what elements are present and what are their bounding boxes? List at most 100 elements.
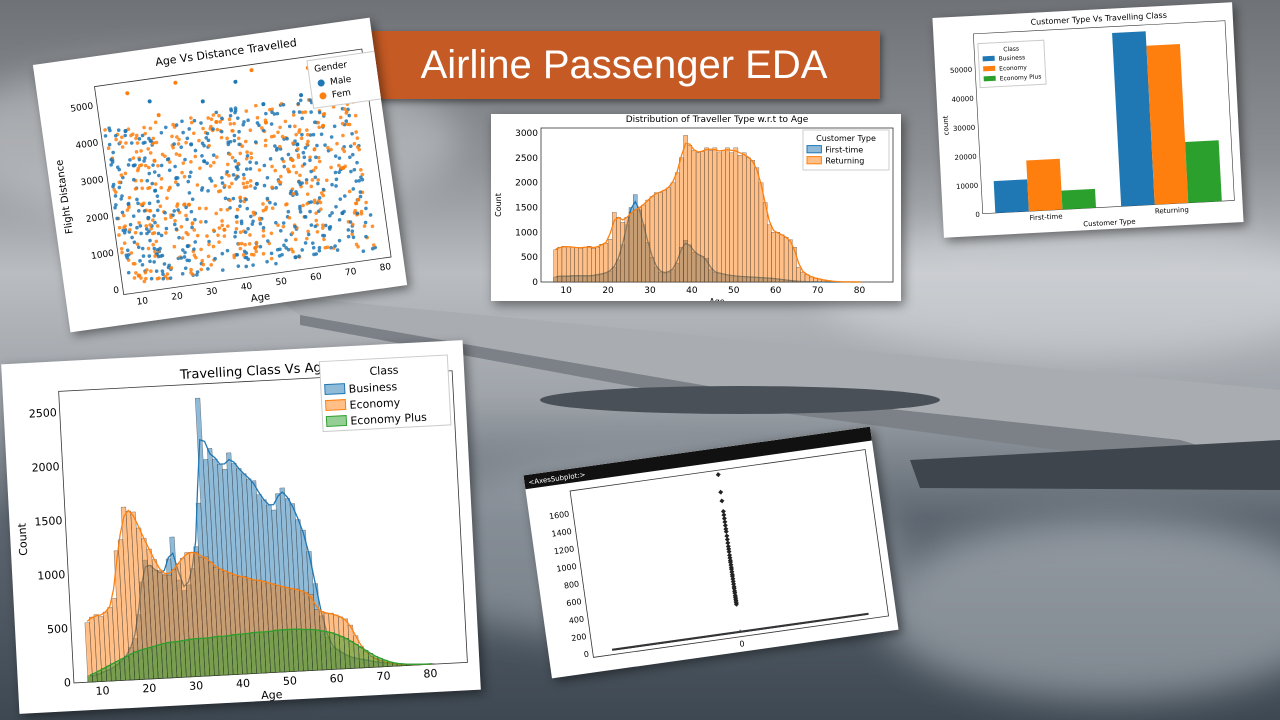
legend-box: [318, 354, 452, 433]
scatter-point: [167, 168, 172, 173]
legend-title: Class: [1003, 46, 1019, 54]
scatter-point-male: [189, 142, 194, 147]
x-tick-label: 70: [376, 669, 391, 683]
scatter-point: [126, 253, 131, 257]
scatter-point: [270, 206, 275, 210]
scatter-point: [235, 207, 240, 212]
scatter-point: [172, 142, 176, 146]
y-tick-label: 0: [975, 211, 980, 219]
scatter-point: [306, 139, 310, 144]
x-tick-label: 20: [602, 286, 614, 296]
scatter-point: [317, 248, 322, 253]
bar-economy-plus: [1185, 140, 1222, 203]
scatter-point: [301, 150, 306, 155]
scatter-point: [213, 256, 217, 261]
histogram-bar-returning: [578, 248, 584, 283]
scatter-point: [304, 178, 309, 182]
x-tick-label: 0: [739, 639, 745, 649]
scatter-point: [177, 137, 181, 142]
histogram-bar-returning: [800, 271, 806, 283]
scatter-point: [193, 148, 198, 153]
scatter-point: [246, 118, 250, 123]
scatter-point: [308, 158, 312, 163]
outlier-point: [724, 536, 730, 542]
scatter-point: [308, 133, 313, 137]
scatter-point-female: [356, 197, 361, 202]
scatter-point: [297, 180, 301, 184]
scatter-point: [205, 131, 210, 136]
scatter-point: [139, 149, 143, 153]
scatter-point: [262, 163, 267, 168]
scatter-point: [253, 140, 258, 144]
scatter-point: [285, 136, 289, 141]
scatter-point: [301, 203, 305, 208]
scatter-point: [294, 170, 299, 175]
scatter-point: [159, 163, 164, 168]
scatter-point: [273, 144, 277, 148]
histogram-bar-returning: [783, 237, 789, 283]
legend-label: First-time: [825, 145, 863, 154]
scatter-point: [358, 190, 363, 194]
histogram-bar-returning: [691, 150, 697, 283]
scatter-point: [275, 111, 280, 116]
scatter-point: [209, 117, 214, 122]
histogram-bar-returning: [670, 182, 676, 283]
scatter-point: [308, 98, 312, 102]
scatter-point: [308, 155, 312, 160]
scatter-point: [275, 247, 280, 252]
scatter-point: [241, 253, 246, 257]
scatter-point: [120, 210, 125, 215]
scatter-point: [217, 240, 221, 244]
scatter-point: [294, 190, 298, 194]
scatter-point: [236, 161, 240, 166]
histogram-bar-returning: [737, 155, 743, 283]
scatter-point: [348, 144, 353, 149]
x-axis-label: Age: [250, 291, 271, 305]
scatter-point: [328, 213, 332, 218]
scatter-point: [250, 222, 255, 226]
legend-box: [977, 39, 1047, 89]
scatter-point: [261, 234, 266, 238]
scatter-point: [125, 248, 130, 253]
scatter-point: [281, 224, 286, 229]
y-tick-label: 800: [563, 580, 579, 591]
histogram-bar-returning: [758, 182, 764, 283]
scatter-point: [322, 112, 327, 116]
scatter-point: [303, 215, 307, 219]
scatter-point: [238, 199, 243, 203]
scatter-point: [341, 133, 345, 138]
scatter-point: [348, 220, 353, 224]
scatter-point: [235, 253, 239, 257]
scatter-point: [364, 234, 368, 239]
chart-card-class-age: Travelling Class Vs Age 10 20 30 40 50 60 70 80 0…: [1, 340, 481, 714]
histogram-bar-returning: [633, 209, 638, 283]
scatter-point: [231, 173, 236, 177]
scatter-point: [161, 276, 166, 281]
scatter-point: [205, 234, 209, 238]
scatter-point: [314, 218, 319, 223]
y-tick-label: 1000: [515, 228, 538, 238]
scatter-point: [144, 276, 148, 281]
scatter-point: [134, 136, 138, 141]
scatter-point-male: [233, 79, 238, 84]
scatter-point: [303, 241, 308, 245]
scatter-point: [192, 131, 196, 136]
legend-swatch-returning: [806, 156, 822, 165]
scatter-point: [173, 218, 177, 223]
scatter-point: [148, 259, 152, 264]
scatter-point: [353, 208, 357, 213]
scatter-point: [198, 166, 202, 171]
scatter-point: [193, 217, 197, 222]
scatter-point: [274, 220, 278, 225]
scatter-point: [298, 204, 302, 209]
scatter-point: [281, 221, 286, 225]
scatter-point: [261, 252, 266, 256]
scatter-point: [234, 165, 239, 169]
scatter-point: [117, 225, 122, 230]
scatter-point: [173, 180, 178, 185]
scatter-point: [147, 171, 152, 176]
scatter-point: [209, 124, 213, 129]
scatter-point: [334, 184, 338, 188]
scatter-point: [265, 196, 270, 201]
outlier-point: [724, 533, 730, 539]
